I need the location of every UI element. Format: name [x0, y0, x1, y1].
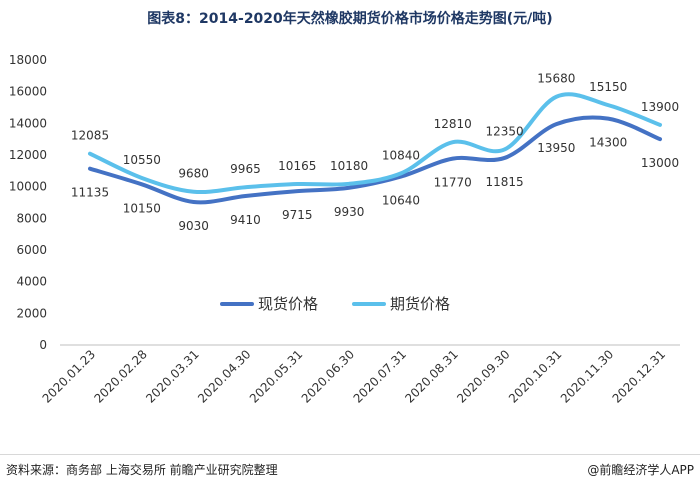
- futures-data-label: 10550: [123, 153, 161, 167]
- y-tick-label: 0: [39, 338, 47, 352]
- spot-data-label: 9410: [230, 213, 261, 227]
- spot-data-label: 10150: [123, 201, 161, 215]
- futures-data-label: 13900: [641, 100, 679, 114]
- y-tick-label: 16000: [9, 85, 47, 99]
- x-tick-label: 2020.11.30: [558, 347, 616, 405]
- spot-data-label: 14300: [589, 136, 627, 150]
- spot-data-label: 9715: [282, 208, 313, 222]
- x-tick-label: 2020.02.28: [91, 347, 149, 405]
- spot-data-label: 11815: [485, 175, 523, 189]
- line-chart: 0 2000 4000 6000 8000 10000 12000 14000 16000 180…: [9, 53, 680, 406]
- futures-data-label: 12810: [434, 117, 472, 131]
- legend-label-spot: 现货价格: [258, 295, 318, 313]
- x-tick-label: 2020.12.31: [610, 347, 668, 405]
- spot-price-line: [88, 115, 662, 205]
- futures-data-label: 10180: [330, 159, 368, 173]
- x-tick-label: 2020.05.31: [247, 347, 305, 405]
- futures-data-label: 15680: [537, 72, 575, 86]
- x-tick-label: 2020.06.30: [299, 347, 357, 405]
- legend-label-futures: 期货价格: [390, 295, 450, 313]
- spot-data-label: 9930: [334, 205, 365, 219]
- x-tick-label: 2020.08.31: [402, 347, 460, 405]
- brand-credit: @前瞻经济学人APP: [587, 463, 694, 477]
- source-note: 资料来源：商务部 上海交易所 前瞻产业研究院整理: [6, 463, 278, 477]
- spot-data-label: 11770: [434, 176, 472, 190]
- x-tick-label: 2020.03.31: [143, 347, 201, 405]
- x-tick-label: 2020.07.31: [351, 347, 409, 405]
- spot-data-label: 9030: [178, 219, 209, 233]
- futures-data-label: 10840: [382, 148, 420, 162]
- y-tick-label: 2000: [16, 306, 47, 320]
- futures-price-line: [88, 92, 662, 195]
- footer: 资料来源：商务部 上海交易所 前瞻产业研究院整理 @前瞻经济学人APP: [0, 454, 700, 485]
- y-tick-label: 18000: [9, 53, 47, 67]
- y-tick-label: 12000: [9, 148, 47, 162]
- chart-title: 图表8：2014-2020年天然橡胶期货价格市场价格走势图(元/吨): [147, 11, 553, 27]
- spot-data-label: 11135: [71, 186, 109, 200]
- y-tick-label: 8000: [16, 211, 47, 225]
- futures-data-label: 9965: [230, 162, 261, 176]
- y-tick-label: 10000: [9, 180, 47, 194]
- y-tick-label: 6000: [16, 243, 47, 257]
- futures-data-label: 12085: [71, 129, 109, 143]
- x-tick-label: 2020.04.30: [195, 347, 253, 405]
- y-tick-label: 4000: [16, 275, 47, 289]
- futures-data-label: 12350: [485, 124, 523, 138]
- x-tick-label: 2020.09.30: [454, 347, 512, 405]
- futures-data-label: 15150: [589, 80, 627, 94]
- x-tick-label: 2020.01.23: [40, 347, 98, 405]
- x-tick-label: 2020.10.31: [506, 347, 564, 405]
- y-tick-label: 14000: [9, 116, 47, 130]
- spot-data-label: 10640: [382, 194, 420, 208]
- spot-data-label: 13950: [537, 141, 575, 155]
- spot-data-label: 13000: [641, 156, 679, 170]
- futures-data-label: 9680: [178, 167, 209, 181]
- futures-data-label: 10165: [278, 159, 316, 173]
